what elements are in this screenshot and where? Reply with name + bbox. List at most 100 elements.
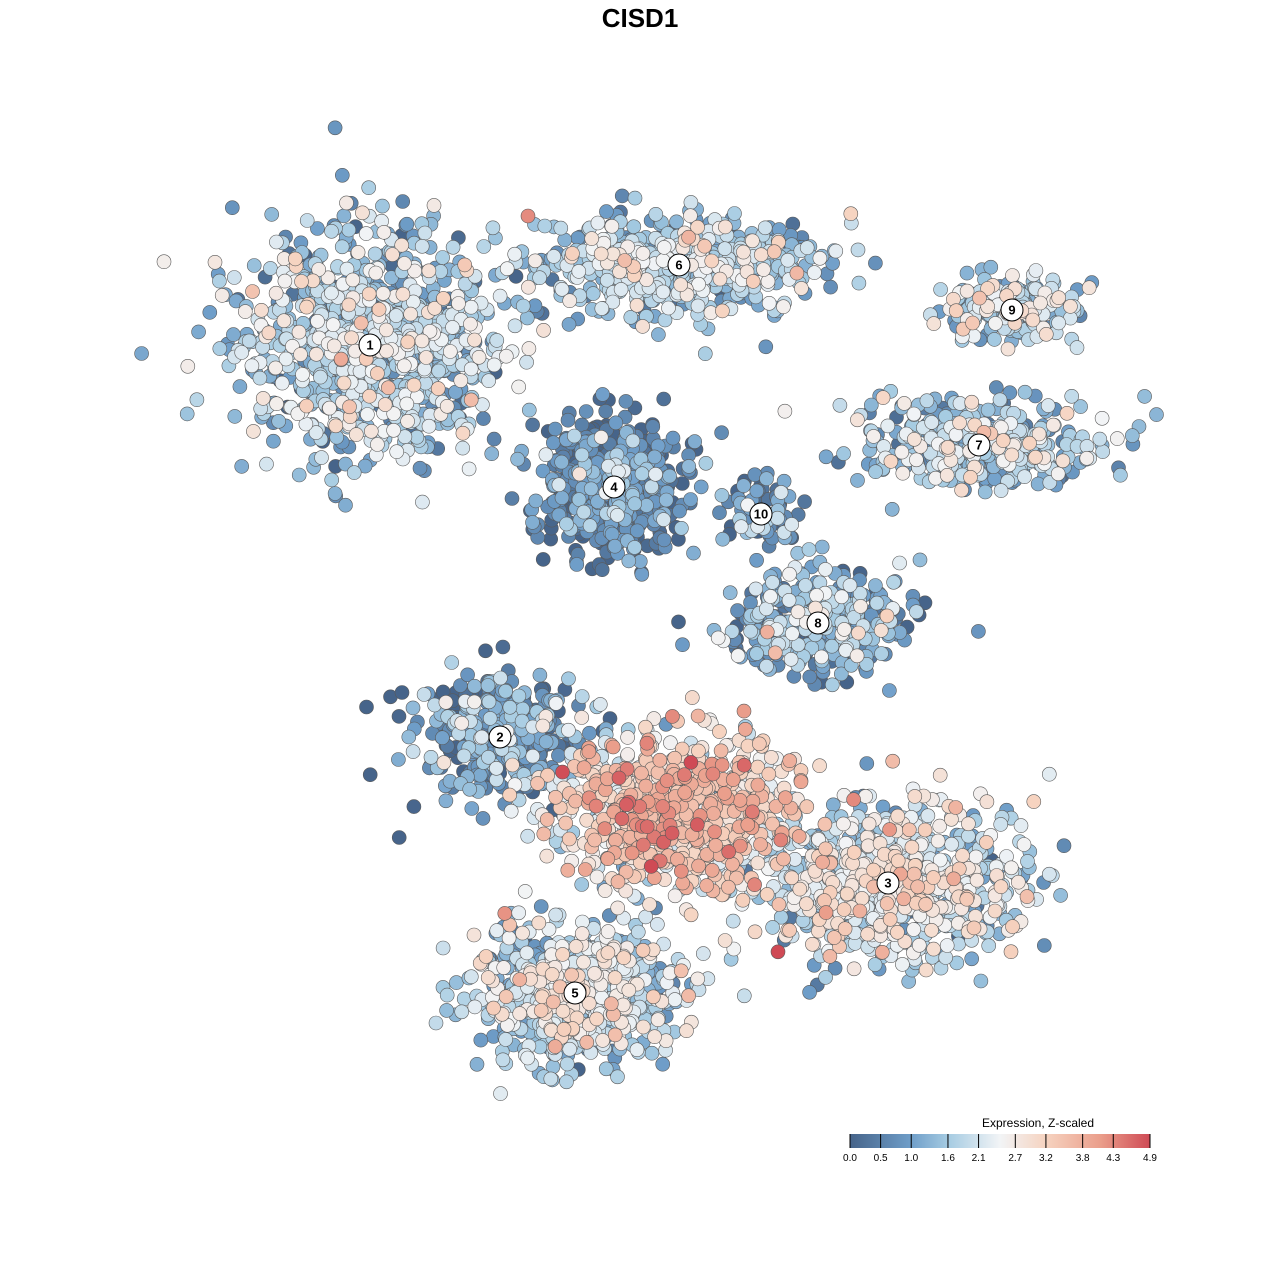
cell-point xyxy=(560,412,576,428)
cell-point xyxy=(535,552,551,567)
cell-point xyxy=(234,459,249,474)
cell-point xyxy=(548,907,564,923)
cell-point xyxy=(582,725,597,741)
cell-point xyxy=(655,284,671,300)
cell-point xyxy=(736,988,752,1004)
cell-point xyxy=(489,760,504,776)
cell-point xyxy=(478,643,493,659)
cell-point xyxy=(722,585,738,601)
cell-point xyxy=(977,484,993,500)
cell-point xyxy=(414,239,430,254)
cell-point xyxy=(367,246,383,262)
cell-point xyxy=(1056,838,1072,854)
cell-point xyxy=(604,526,620,542)
cell-point xyxy=(415,494,430,510)
cell-point xyxy=(212,341,228,356)
chart-title: CISD1 xyxy=(602,3,679,33)
cell-point xyxy=(749,552,764,568)
cell-point xyxy=(736,478,751,494)
cell-point xyxy=(232,379,248,394)
cell-point xyxy=(884,501,900,517)
cell-point xyxy=(851,275,867,291)
cell-point xyxy=(417,225,433,241)
cell-point xyxy=(781,592,797,608)
cell-point xyxy=(519,945,535,961)
cell-point xyxy=(714,488,730,503)
cell-point xyxy=(590,215,606,231)
cell-point xyxy=(993,817,1009,832)
cell-point xyxy=(274,375,290,391)
cell-point xyxy=(594,562,610,578)
cell-point xyxy=(502,699,518,715)
cell-point xyxy=(828,243,844,259)
cell-point xyxy=(939,938,955,953)
cell-point xyxy=(551,477,567,493)
cell-point xyxy=(473,1032,489,1048)
cell-point xyxy=(608,415,624,431)
cell-point xyxy=(314,450,329,465)
cell-point xyxy=(271,413,287,429)
cell-point xyxy=(874,646,889,661)
cell-point xyxy=(244,358,260,374)
cell-point xyxy=(359,699,374,715)
cell-point xyxy=(850,242,866,258)
cell-point xyxy=(592,697,608,712)
cell-point xyxy=(189,392,205,408)
cell-point xyxy=(993,483,1009,498)
cell-point xyxy=(444,655,460,670)
cell-point xyxy=(695,946,711,961)
cell-point xyxy=(1020,854,1035,869)
cell-points xyxy=(134,120,1164,1101)
cell-point xyxy=(988,380,1004,395)
cell-point xyxy=(759,601,774,617)
cell-point xyxy=(850,473,865,488)
cell-point xyxy=(880,418,896,434)
cell-point xyxy=(1069,340,1085,355)
cell-point xyxy=(1017,469,1032,485)
cell-point xyxy=(507,246,523,262)
cell-point xyxy=(920,808,936,824)
cell-point xyxy=(482,711,498,726)
cell-point xyxy=(467,999,483,1015)
cell-point xyxy=(543,1071,559,1087)
cell-point xyxy=(435,940,451,956)
cell-point xyxy=(463,361,479,377)
cell-point xyxy=(334,239,350,255)
cell-point xyxy=(783,651,799,667)
cell-point xyxy=(645,419,661,434)
cell-point xyxy=(1092,431,1108,447)
cell-point xyxy=(266,433,281,449)
cell-point xyxy=(667,992,683,1007)
cell-point xyxy=(503,803,519,819)
cell-point xyxy=(553,220,569,236)
cell-point xyxy=(868,464,883,480)
cell-point xyxy=(618,394,634,409)
cell-point xyxy=(525,417,540,433)
cell-point xyxy=(484,446,500,462)
cell-point xyxy=(562,1041,578,1057)
cell-point xyxy=(882,683,897,698)
cell-point xyxy=(554,454,569,470)
cell-point xyxy=(423,749,439,765)
cell-point xyxy=(818,562,833,577)
cell-point xyxy=(212,273,227,289)
cell-point xyxy=(324,285,339,301)
cell-point xyxy=(1095,444,1110,459)
cell-point xyxy=(504,491,520,506)
cell-point xyxy=(299,213,315,228)
cell-point xyxy=(576,504,592,520)
cell-point xyxy=(799,240,815,255)
cell-point xyxy=(438,793,454,809)
cell-point xyxy=(1053,888,1068,903)
cell-point xyxy=(644,1045,660,1061)
cell-point xyxy=(489,923,505,938)
cell-point xyxy=(399,216,415,232)
cell-point xyxy=(467,678,482,694)
cell-point xyxy=(973,973,989,989)
cell-point xyxy=(712,505,727,521)
cell-point xyxy=(674,520,689,536)
cell-point xyxy=(405,700,421,716)
cell-point xyxy=(717,241,733,256)
cell-point xyxy=(1013,818,1029,833)
